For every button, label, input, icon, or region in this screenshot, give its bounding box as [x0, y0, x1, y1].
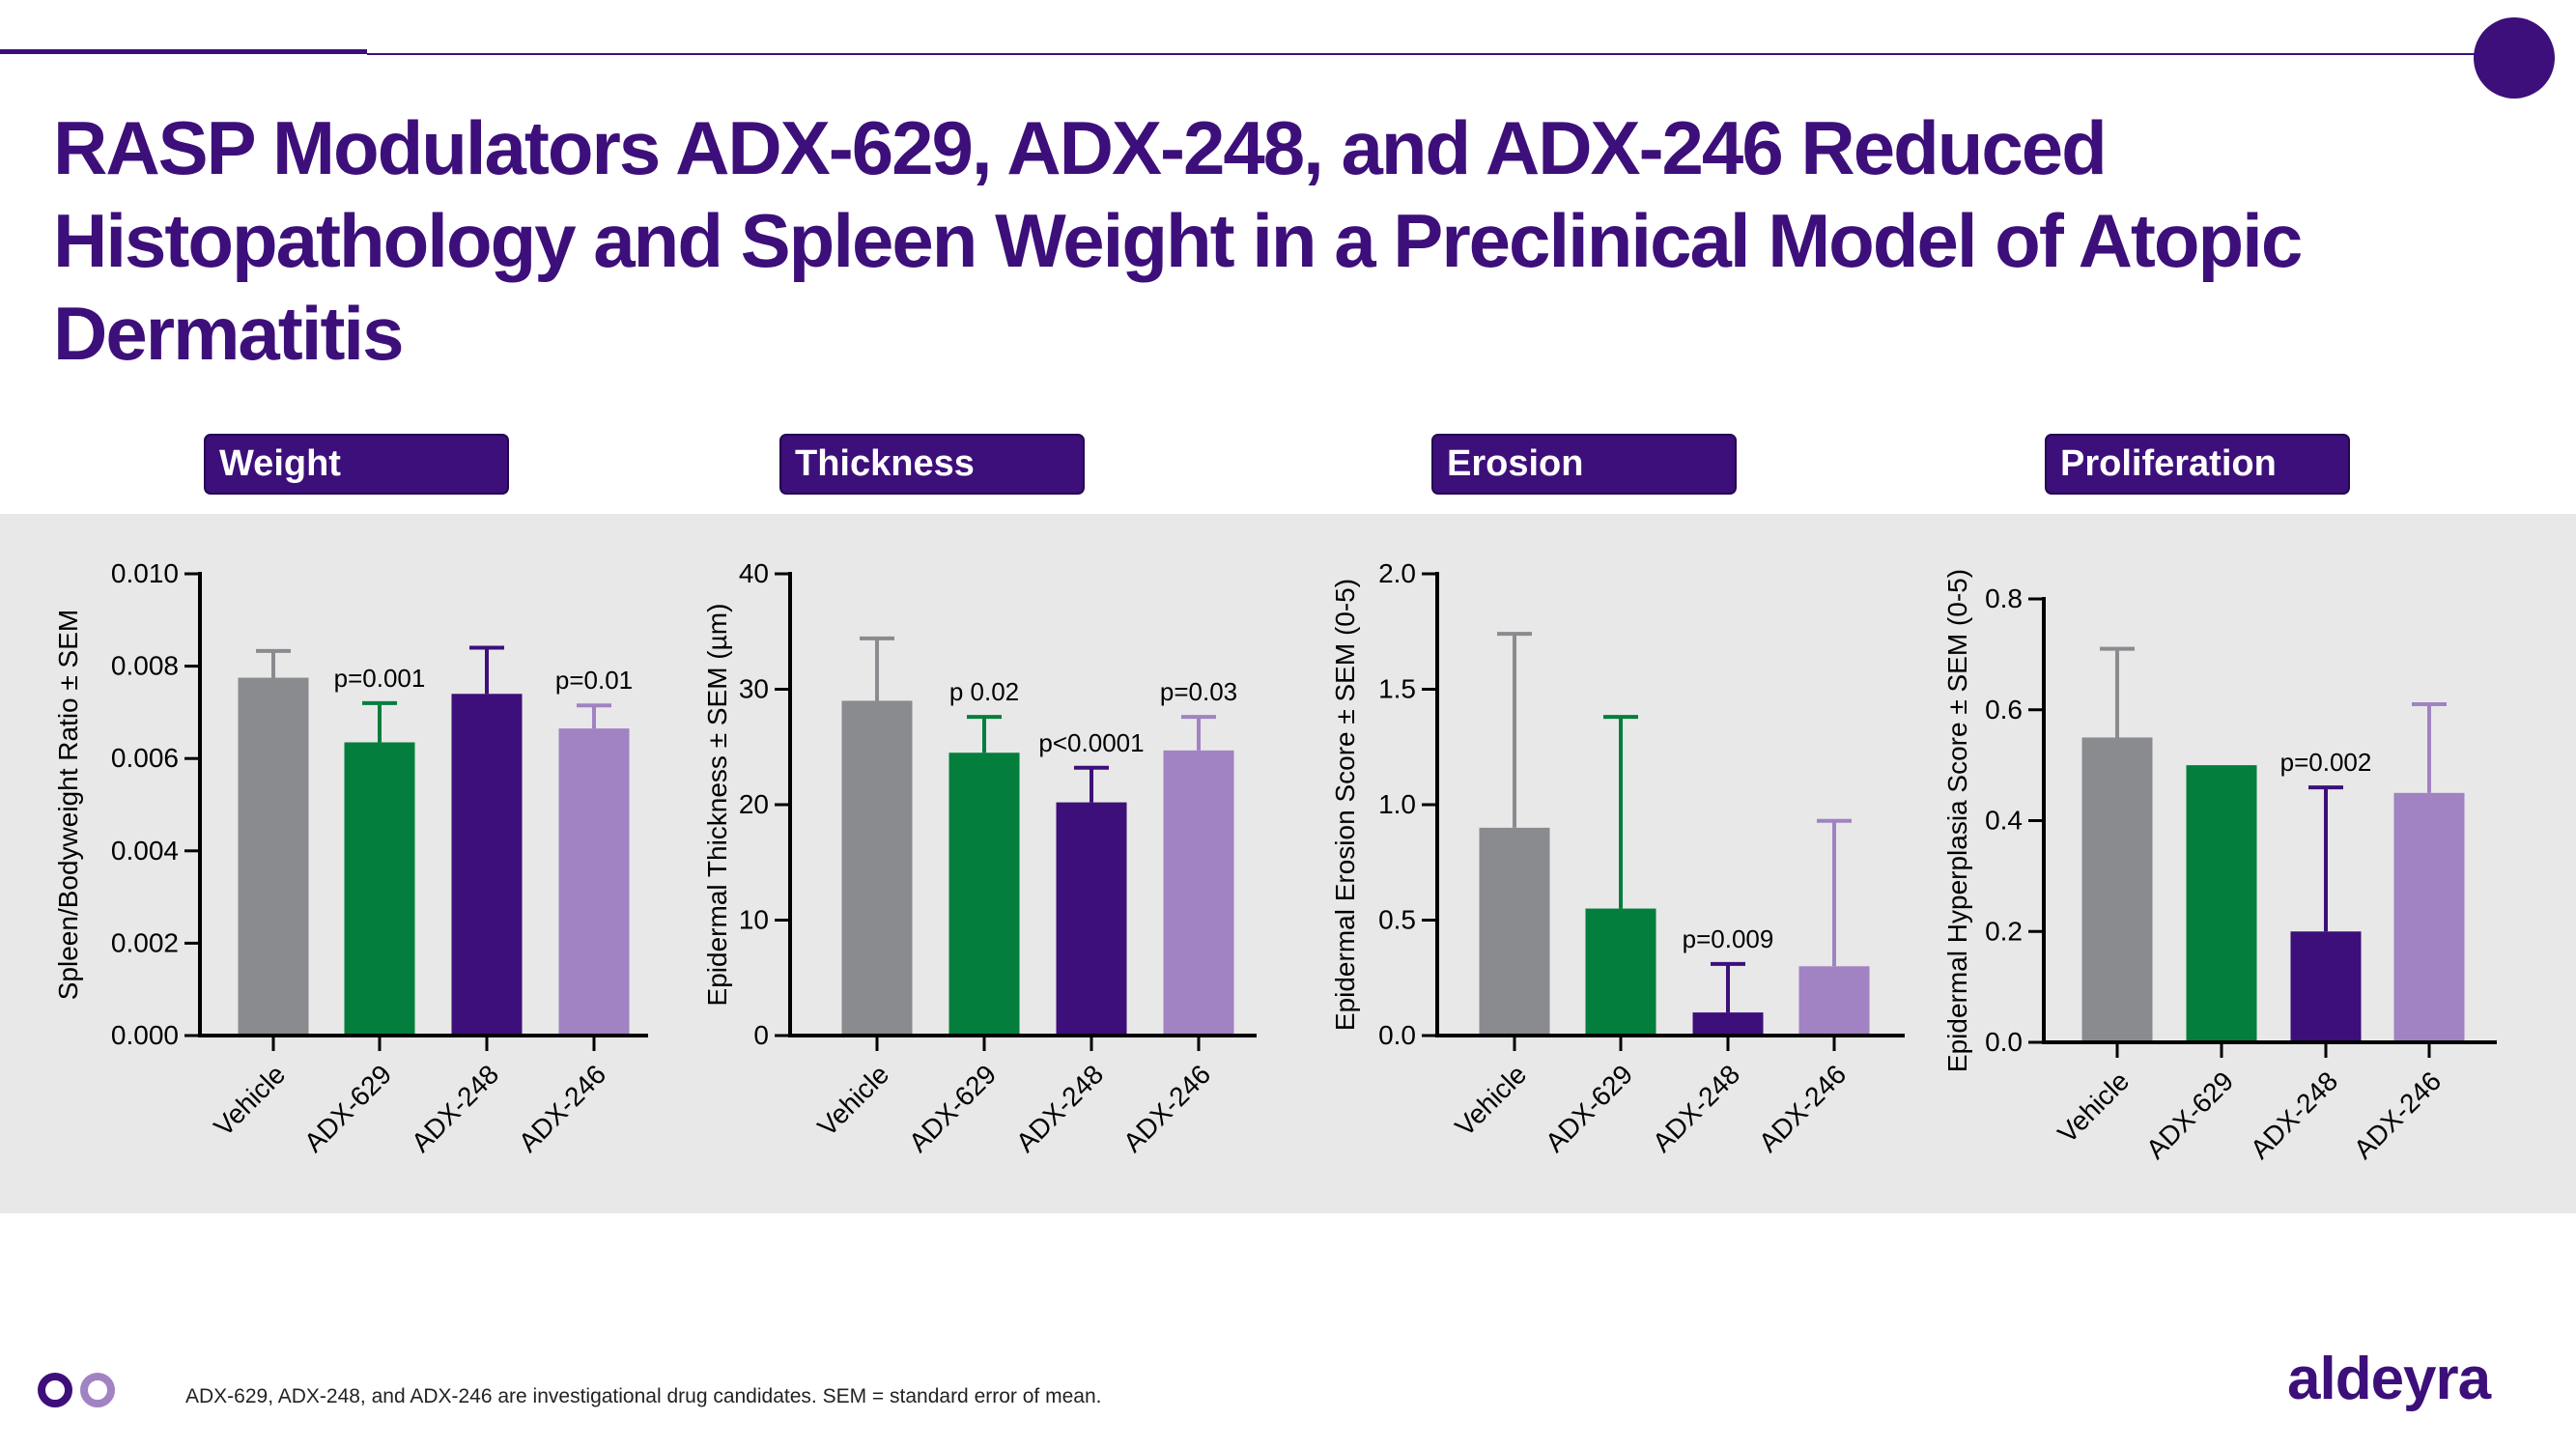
erosion-y-tick-label: 2.0	[1378, 558, 1416, 588]
thickness-y-axis-title: Epidermal Thickness ± SEM (µm)	[702, 604, 732, 1007]
erosion-y-tick-label: 1.5	[1378, 674, 1416, 704]
proliferation-bar-adx-629	[2186, 765, 2257, 1042]
weight-x-tick-label-adx-246: ADX-246	[513, 1059, 611, 1157]
weight-bar-adx-629	[344, 742, 415, 1036]
weight-x-tick-label-adx-629: ADX-629	[298, 1059, 397, 1157]
proliferation-x-tick-label-adx-246: ADX-246	[2348, 1065, 2447, 1164]
proliferation-y-tick-label: 0.8	[1985, 583, 2023, 613]
brand-name: aldeyra	[2287, 1346, 2491, 1412]
proliferation-y-axis-title: Epidermal Hyperplasia Score ± SEM (0-5)	[1942, 569, 1972, 1072]
weight-y-axis-title: Spleen/Bodyweight Ratio ± SEM	[53, 610, 83, 1000]
thickness-y-tick-label: 20	[739, 789, 769, 819]
thickness-y-tick-label: 30	[739, 674, 769, 704]
proliferation-x-tick-label-adx-629: ADX-629	[2140, 1065, 2239, 1164]
erosion-y-tick-label: 0.5	[1378, 905, 1416, 935]
proliferation-bar-vehicle	[2081, 737, 2153, 1042]
erosion-bar-adx-246	[1798, 966, 1870, 1036]
erosion-x-tick-label-adx-248: ADX-248	[1647, 1059, 1745, 1157]
thickness-x-tick-label-adx-629: ADX-629	[903, 1059, 1002, 1157]
header-rule	[367, 53, 2484, 55]
corner-dot	[2474, 17, 2555, 99]
weight-y-tick-label: 0.006	[111, 743, 179, 773]
proliferation-bar-adx-248	[2290, 931, 2362, 1042]
thickness-bar-adx-248	[1056, 802, 1127, 1036]
thickness-y-tick-label: 40	[739, 558, 769, 588]
aldeyra-logo-mark-icon	[38, 1373, 115, 1407]
weight-bar-adx-248	[451, 694, 523, 1036]
thickness-y-tick-label: 10	[739, 905, 769, 935]
panel-label-weight: Weight	[204, 434, 509, 495]
proliferation-y-tick-label: 0.2	[1985, 916, 2023, 946]
weight-x-tick-label-vehicle: Vehicle	[208, 1059, 291, 1142]
thickness-x-tick-label-adx-248: ADX-248	[1010, 1059, 1109, 1157]
weight-y-tick-label: 0.004	[111, 836, 179, 866]
erosion-x-tick-label-adx-246: ADX-246	[1753, 1059, 1852, 1157]
proliferation-y-tick-label: 0.0	[1985, 1027, 2023, 1057]
erosion-x-tick-label-vehicle: Vehicle	[1449, 1059, 1532, 1142]
proliferation-bar-adx-246	[2393, 792, 2465, 1042]
weight-bar-adx-246	[558, 728, 630, 1036]
weight-pvalue-adx-629: p=0.001	[334, 664, 426, 693]
panel-label-erosion: Erosion	[1431, 434, 1737, 495]
thickness-y-tick-label: 0	[753, 1020, 769, 1050]
thickness-bar-adx-629	[948, 753, 1020, 1036]
erosion-y-axis-title: Epidermal Erosion Score ± SEM (0-5)	[1330, 579, 1360, 1031]
weight-x-tick-label-adx-248: ADX-248	[406, 1059, 504, 1157]
weight-pvalue-adx-246: p=0.01	[555, 666, 633, 695]
erosion-y-tick-label: 1.0	[1378, 789, 1416, 819]
weight-y-tick-label: 0.002	[111, 927, 179, 957]
panel-label-thickness: Thickness	[779, 434, 1085, 495]
footnote: ADX-629, ADX-248, and ADX-246 are invest…	[185, 1385, 1102, 1407]
proliferation-y-tick-label: 0.6	[1985, 695, 2023, 724]
weight-bar-vehicle	[238, 677, 309, 1036]
weight-y-tick-label: 0.008	[111, 651, 179, 681]
panel-label-proliferation: Proliferation	[2045, 434, 2350, 495]
erosion-y-tick-label: 0.0	[1378, 1020, 1416, 1050]
slide-title: RASP Modulators ADX-629, ADX-248, and AD…	[53, 105, 2303, 376]
weight-y-tick-label: 0.010	[111, 558, 179, 588]
erosion-bar-adx-248	[1692, 1012, 1764, 1036]
weight-y-tick-label: 0.000	[111, 1020, 179, 1050]
proliferation-pvalue-adx-248: p=0.002	[2280, 748, 2372, 777]
proliferation-x-tick-label-adx-248: ADX-248	[2245, 1065, 2343, 1164]
header-rule-accent	[0, 49, 367, 54]
erosion-pvalue-adx-248: p=0.009	[1683, 924, 1774, 953]
thickness-pvalue-adx-629: p 0.02	[949, 677, 1019, 706]
thickness-pvalue-adx-248: p<0.0001	[1038, 728, 1144, 757]
erosion-x-tick-label-adx-629: ADX-629	[1540, 1059, 1638, 1157]
thickness-x-tick-label-vehicle: Vehicle	[811, 1059, 894, 1142]
erosion-bar-adx-629	[1585, 908, 1656, 1036]
thickness-x-tick-label-adx-246: ADX-246	[1118, 1059, 1216, 1157]
bar-charts: p=0.001 p=0.01 0.000 0.002 0.004 0.006 0.008 0.…	[53, 558, 2497, 1165]
proliferation-y-tick-label: 0.4	[1985, 806, 2023, 836]
thickness-bar-vehicle	[841, 700, 913, 1036]
erosion-bar-vehicle	[1479, 827, 1550, 1036]
proliferation-x-tick-label-vehicle: Vehicle	[2052, 1065, 2135, 1149]
thickness-pvalue-adx-246: p=0.03	[1160, 677, 1237, 706]
thickness-bar-adx-246	[1163, 750, 1234, 1036]
